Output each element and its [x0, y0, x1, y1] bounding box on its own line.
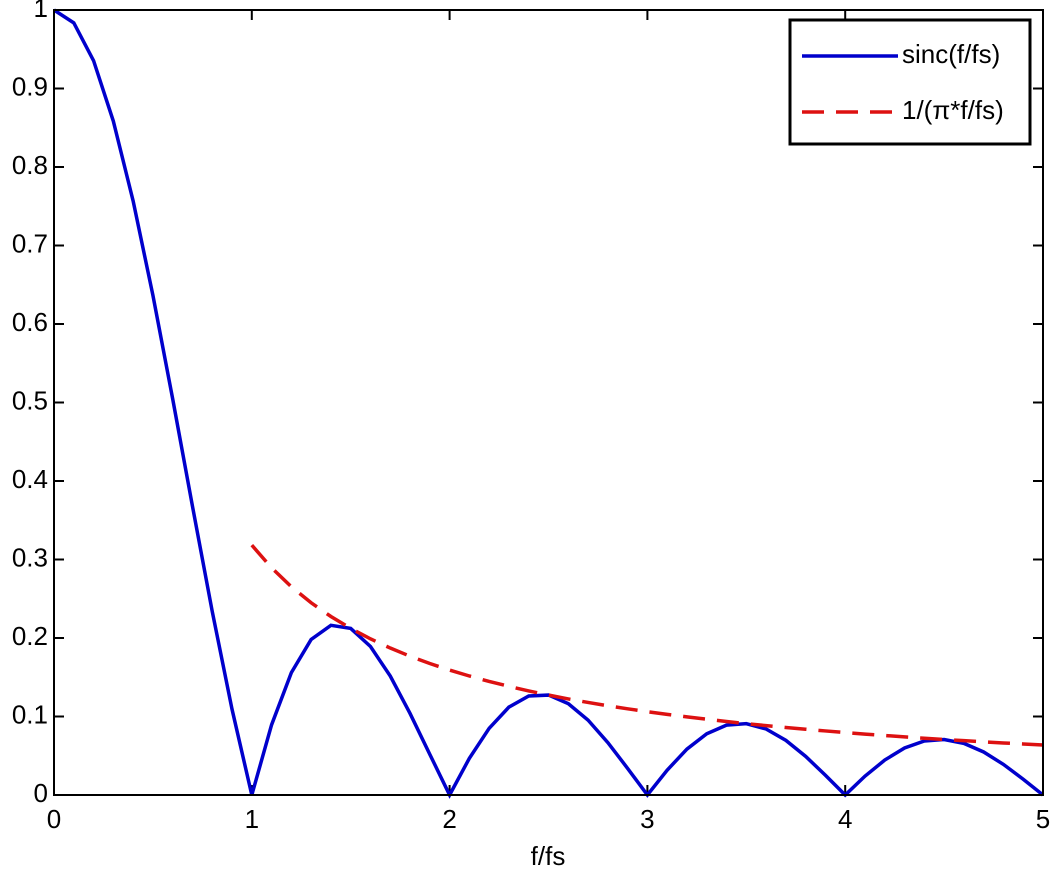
y-tick-label: 0.6 — [12, 307, 48, 337]
x-tick-label: 0 — [47, 804, 61, 834]
y-tick-label: 0.5 — [12, 385, 48, 415]
x-axis-label: f/fs — [531, 841, 566, 871]
legend-label: sinc(f/fs) — [902, 39, 1000, 69]
y-tick-label: 0 — [34, 778, 48, 808]
y-tick-label: 0.9 — [12, 71, 48, 101]
y-tick-label: 0.2 — [12, 621, 48, 651]
y-tick-label: 0.1 — [12, 699, 48, 729]
x-tick-label: 4 — [838, 804, 852, 834]
x-tick-label: 3 — [640, 804, 654, 834]
y-tick-label: 0.7 — [12, 228, 48, 258]
y-tick-label: 0.8 — [12, 150, 48, 180]
x-tick-label: 5 — [1036, 804, 1050, 834]
x-tick-label: 2 — [442, 804, 456, 834]
y-tick-label: 0.3 — [12, 542, 48, 572]
y-tick-label: 1 — [34, 0, 48, 23]
plot-frame — [53, 9, 1044, 796]
legend-box — [788, 18, 1032, 146]
series-line — [53, 8, 1045, 799]
y-tick-label: 0.4 — [12, 464, 48, 494]
x-tick-label: 1 — [245, 804, 259, 834]
legend-label: 1/(π*f/fs) — [902, 95, 1004, 125]
